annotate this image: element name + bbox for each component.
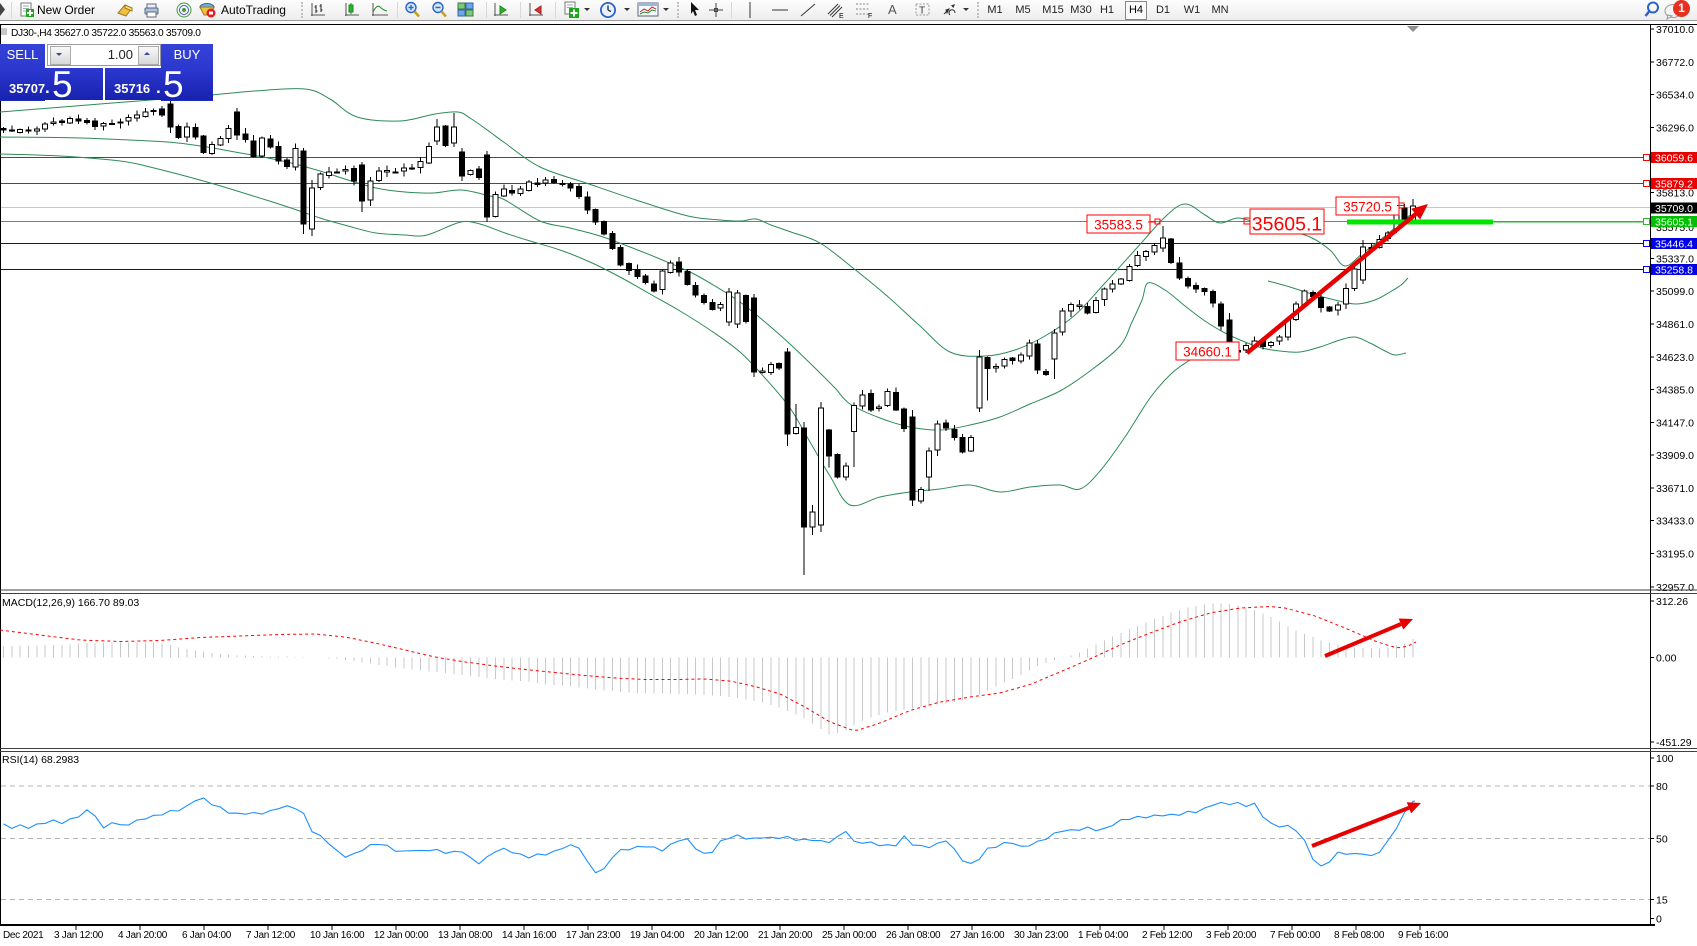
- svg-text:35813.0: 35813.0: [1656, 188, 1694, 200]
- svg-text:30 Jan 23:00: 30 Jan 23:00: [1014, 930, 1069, 941]
- svg-text:1 Feb 04:00: 1 Feb 04:00: [1078, 930, 1129, 941]
- svg-text:0.00: 0.00: [1656, 653, 1677, 665]
- svg-text:13 Jan 08:00: 13 Jan 08:00: [438, 930, 493, 941]
- svg-text:312.26: 312.26: [1656, 596, 1688, 608]
- svg-text:7 Feb 00:00: 7 Feb 00:00: [1270, 930, 1321, 941]
- svg-text:10 Jan 16:00: 10 Jan 16:00: [310, 930, 365, 941]
- svg-text:F: F: [868, 13, 872, 19]
- svg-text:35583.5: 35583.5: [1094, 218, 1143, 233]
- svg-text:36059.6: 36059.6: [1655, 153, 1693, 165]
- svg-text:7 Jan 12:00: 7 Jan 12:00: [246, 930, 296, 941]
- svg-text:-451.29: -451.29: [1656, 737, 1692, 749]
- svg-text:36296.0: 36296.0: [1656, 122, 1694, 134]
- svg-text:32957.0: 32957.0: [1656, 582, 1694, 594]
- svg-text:25 Jan 00:00: 25 Jan 00:00: [822, 930, 877, 941]
- svg-text:35720.5: 35720.5: [1343, 200, 1392, 215]
- svg-text:12 Jan 00:00: 12 Jan 00:00: [374, 930, 429, 941]
- svg-text:21 Jan 20:00: 21 Jan 20:00: [758, 930, 813, 941]
- svg-text:33195.0: 33195.0: [1656, 548, 1694, 560]
- svg-text:MACD(12,26,9) 166.70 89.03: MACD(12,26,9) 166.70 89.03: [2, 597, 139, 609]
- svg-text:14 Jan 16:00: 14 Jan 16:00: [502, 930, 557, 941]
- svg-text:34861.0: 34861.0: [1656, 319, 1694, 331]
- svg-text:80: 80: [1656, 781, 1668, 793]
- svg-text:15: 15: [1656, 894, 1668, 906]
- svg-text:4 Jan 20:00: 4 Jan 20:00: [118, 930, 168, 941]
- svg-text:9 Feb 16:00: 9 Feb 16:00: [1398, 930, 1449, 941]
- svg-text:34660.1: 34660.1: [1183, 345, 1232, 360]
- svg-text:3 Jan 12:00: 3 Jan 12:00: [54, 930, 104, 941]
- svg-text:Dec 2021: Dec 2021: [3, 930, 44, 941]
- svg-text:35605.1: 35605.1: [1655, 217, 1693, 229]
- svg-text:35605.1: 35605.1: [1252, 214, 1323, 236]
- svg-text:34623.0: 34623.0: [1656, 352, 1694, 364]
- svg-text:6 Jan 04:00: 6 Jan 04:00: [182, 930, 232, 941]
- svg-text:DJ30-,H4 35627.0 35722.0 3556: DJ30-,H4 35627.0 35722.0 35563.0 35709.0: [11, 28, 201, 39]
- svg-text:RSI(14) 68.2983: RSI(14) 68.2983: [2, 754, 79, 766]
- svg-text:50: 50: [1656, 834, 1668, 846]
- svg-text:36534.0: 36534.0: [1656, 90, 1694, 102]
- svg-text:8 Feb 08:00: 8 Feb 08:00: [1334, 930, 1385, 941]
- svg-text:35099.0: 35099.0: [1656, 286, 1694, 298]
- svg-text:20 Jan 12:00: 20 Jan 12:00: [694, 930, 749, 941]
- svg-text:3 Feb 20:00: 3 Feb 20:00: [1206, 930, 1257, 941]
- svg-text:33671.0: 33671.0: [1656, 483, 1694, 495]
- svg-text:35337.0: 35337.0: [1656, 254, 1694, 266]
- svg-text:26 Jan 08:00: 26 Jan 08:00: [886, 930, 941, 941]
- svg-text:19 Jan 04:00: 19 Jan 04:00: [630, 930, 685, 941]
- svg-text:17 Jan 23:00: 17 Jan 23:00: [566, 930, 621, 941]
- svg-text:35879.2: 35879.2: [1655, 179, 1693, 191]
- svg-text:34385.0: 34385.0: [1656, 385, 1694, 397]
- svg-text:36772.0: 36772.0: [1656, 57, 1694, 69]
- svg-text:34147.0: 34147.0: [1656, 417, 1694, 429]
- svg-text:27 Jan 16:00: 27 Jan 16:00: [950, 930, 1005, 941]
- svg-text:0: 0: [1656, 913, 1662, 925]
- svg-text:T: T: [919, 6, 925, 17]
- svg-text:2 Feb 12:00: 2 Feb 12:00: [1142, 930, 1193, 941]
- svg-text:33433.0: 33433.0: [1656, 516, 1694, 528]
- svg-text:35258.8: 35258.8: [1655, 265, 1693, 277]
- svg-text:35709.0: 35709.0: [1655, 203, 1693, 215]
- svg-text:33909.0: 33909.0: [1656, 450, 1694, 462]
- svg-text:E: E: [839, 13, 844, 19]
- svg-text:37010.0: 37010.0: [1656, 24, 1694, 36]
- svg-text:35446.4: 35446.4: [1655, 239, 1693, 251]
- svg-text:100: 100: [1656, 753, 1674, 765]
